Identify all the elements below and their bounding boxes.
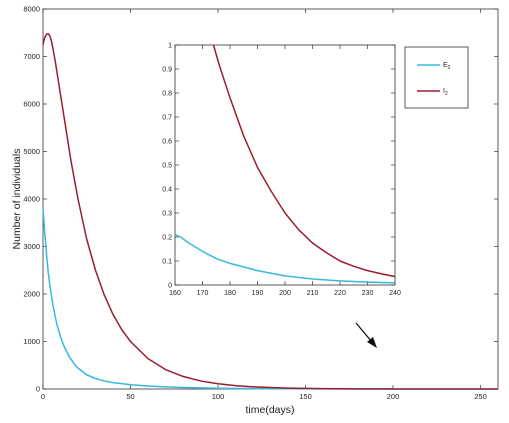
inset-series-e2-line <box>174 233 396 284</box>
main-y-tick-label: 2000 <box>23 290 40 299</box>
inset-x-tick-label: 240 <box>389 290 401 297</box>
inset-x-tick-label: 180 <box>224 290 236 297</box>
inset-x-tick-label: 230 <box>362 290 374 297</box>
main-y-tick-label: 0 <box>36 385 40 394</box>
arrow-annotation <box>355 322 377 348</box>
main-y-tick-label: 8000 <box>23 5 40 14</box>
main-series <box>42 32 499 390</box>
legend: E2 I2 <box>404 46 469 109</box>
inset-y-tick-label: 0.5 <box>162 163 172 170</box>
inset-x-tick-label: 170 <box>197 290 209 297</box>
inset-x-tick-label: 200 <box>279 290 291 297</box>
main-x-tick-label: 50 <box>126 392 134 401</box>
inset-x-axis: 160 170 180 190 200 210 220 230 240 <box>169 45 401 297</box>
inset-y-tick-label: 0.3 <box>162 211 172 218</box>
main-y-tick-label: 1000 <box>23 337 40 346</box>
x-axis-label: time(days) <box>245 404 294 416</box>
legend-label-e2: E2 <box>443 62 451 71</box>
inset-y-tick-label: 0.4 <box>162 187 172 194</box>
inset-y-tick-label: 0.9 <box>162 67 172 74</box>
y-axis-label: Number of individuals <box>11 149 23 250</box>
main-x-tick-label: 200 <box>387 392 400 401</box>
inset-y-axis: 0 0.1 0.2 0.3 0.4 0.5 0.6 0.7 0.8 0.9 1 <box>162 43 395 290</box>
main-x-tick-label: 100 <box>212 392 225 401</box>
main-y-tick-label: 4000 <box>23 195 40 204</box>
inset-series-i2-line <box>212 44 396 278</box>
main-y-tick-label: 7000 <box>23 52 40 61</box>
main-x-tick-label: 250 <box>474 392 487 401</box>
inset-plot: 00.10.20.30.40.50.60.70.80.91 160 170 180 1… <box>162 43 401 297</box>
inset-y-tick-label: 0.2 <box>162 235 172 242</box>
legend-label-i2: I2 <box>443 88 448 97</box>
inset-y-tick-label: 1 <box>168 43 172 50</box>
main-y-tick-label: 5000 <box>23 147 40 156</box>
main-x-tick-label: 150 <box>299 392 312 401</box>
legend-box <box>404 46 469 109</box>
inset-x-tick-label: 210 <box>307 290 319 297</box>
inset-y-tick-label: 0.8 <box>162 91 172 98</box>
main-series-i2-line <box>42 32 499 390</box>
main-x-axis: 0 50 100 150 200 250 <box>41 9 487 401</box>
main-x-tick-label: 0 <box>41 392 45 401</box>
main-y-tick-label: 6000 <box>23 100 40 109</box>
inset-y-tick-label: 0.7 <box>162 115 172 122</box>
main-y-tick-label: 3000 <box>23 242 40 251</box>
inset-x-tick-label: 190 <box>252 290 264 297</box>
inset-x-tick-label: 160 <box>169 290 181 297</box>
inset-y-tick-label: 0 <box>168 283 172 290</box>
inset-plot-frame <box>174 44 396 286</box>
inset-y-tick-label: 0.6 <box>162 139 172 146</box>
inset-x-tick-label: 220 <box>334 290 346 297</box>
inset-series <box>174 44 396 284</box>
inset-y-tick-label: 0.1 <box>162 259 172 266</box>
